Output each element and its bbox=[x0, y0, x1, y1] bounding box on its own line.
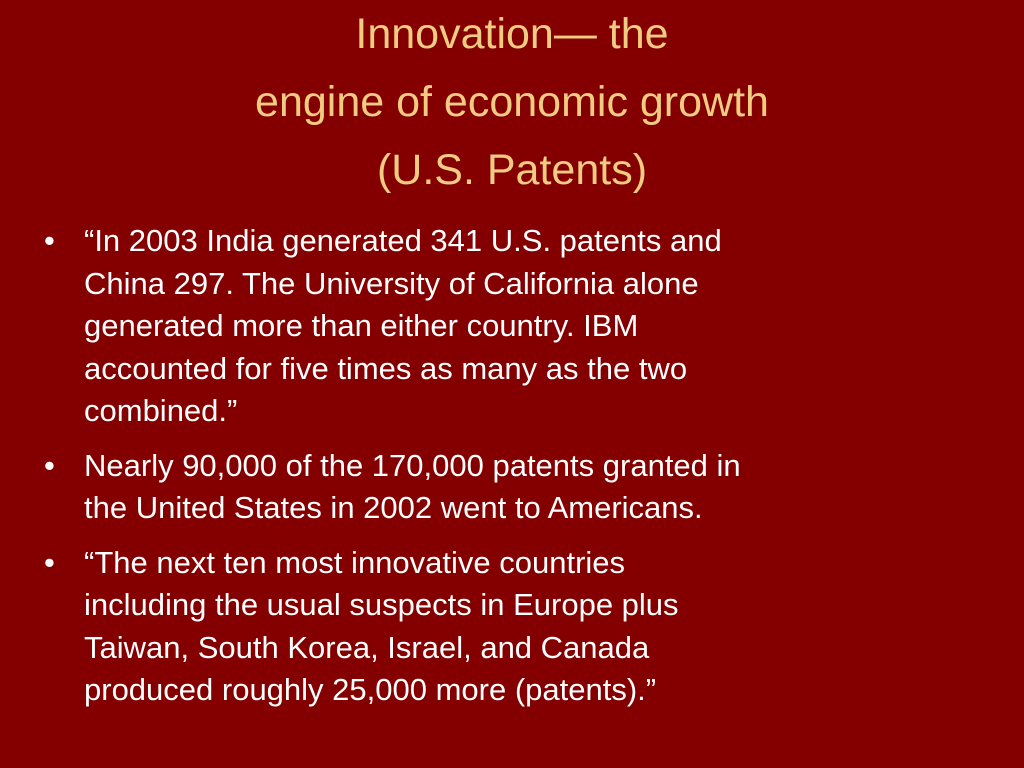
bullet-line: Taiwan, South Korea, Israel, and Canada bbox=[84, 627, 1004, 670]
slide-title: Innovation— theengine of economic growth… bbox=[0, 0, 1024, 204]
bullet-dot: • bbox=[44, 542, 55, 585]
bullet-list: • “In 2003 India generated 341 U.S. paten… bbox=[44, 220, 1004, 724]
title-line: engine of economic growth bbox=[0, 68, 1024, 136]
bullet-line: “The next ten most innovative countries bbox=[84, 542, 1004, 585]
bullet-line: China 297. The University of California … bbox=[84, 263, 1004, 306]
bullet-dot: • bbox=[44, 445, 55, 488]
bullet-item: • “The next ten most innovative countries… bbox=[44, 542, 1004, 712]
bullet-line: combined.” bbox=[84, 390, 1004, 433]
bullet-line: produced roughly 25,000 more (patents).” bbox=[84, 669, 1004, 712]
bullet-item: • “In 2003 India generated 341 U.S. paten… bbox=[44, 220, 1004, 433]
title-line: Innovation— the bbox=[0, 0, 1024, 68]
bullet-line: the United States in 2002 went to Americ… bbox=[84, 487, 1004, 530]
bullet-dot: • bbox=[44, 220, 55, 263]
bullet-line: including the usual suspects in Europe p… bbox=[84, 584, 1004, 627]
title-line: (U.S. Patents) bbox=[0, 136, 1024, 204]
bullet-line: “In 2003 India generated 341 U.S. patent… bbox=[84, 220, 1004, 263]
slide: Innovation— theengine of economic growth… bbox=[0, 0, 1024, 768]
bullet-line: accounted for five times as many as the … bbox=[84, 348, 1004, 391]
bullet-line: generated more than either country. IBM bbox=[84, 305, 1004, 348]
bullet-item: • Nearly 90,000 of the 170,000 patents gr… bbox=[44, 445, 1004, 530]
bullet-line: Nearly 90,000 of the 170,000 patents gra… bbox=[84, 445, 1004, 488]
